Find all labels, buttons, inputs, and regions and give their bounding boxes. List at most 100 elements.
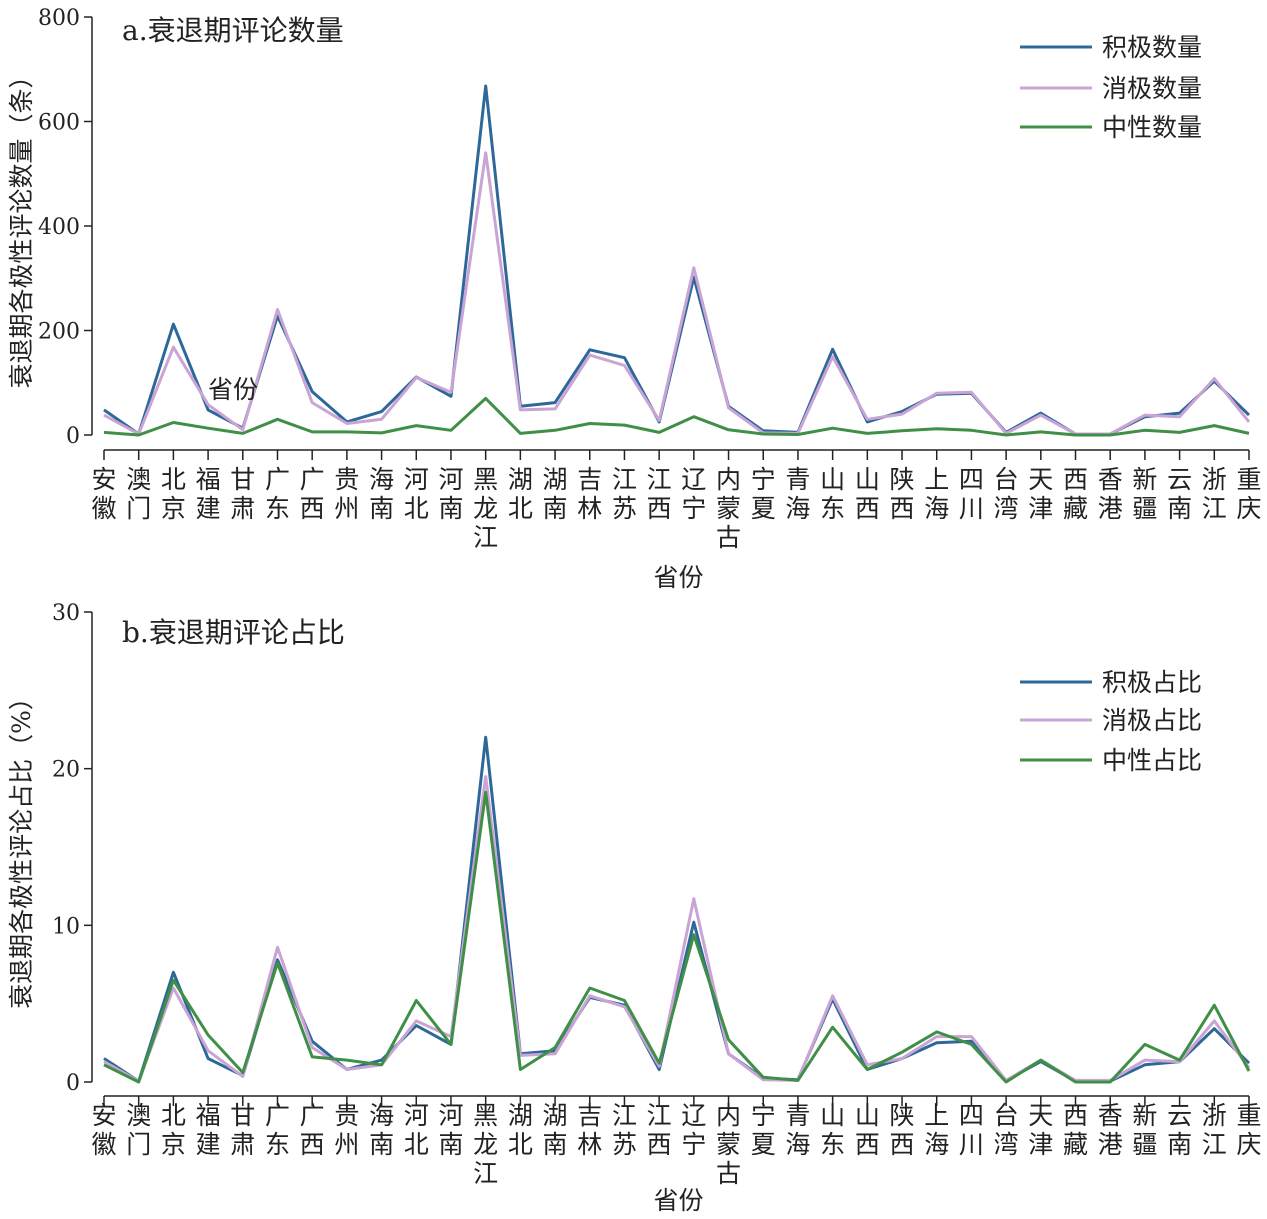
y-tick-label: 800 xyxy=(38,6,80,31)
y-tick-label: 200 xyxy=(38,320,80,345)
x-tick-label: 湖南 xyxy=(543,1101,568,1159)
x-tick-label: 湖北 xyxy=(508,465,533,523)
series-line-2 xyxy=(103,151,1251,436)
x-tick-label: 甘肃 xyxy=(230,465,255,523)
y-tick-label: 0 xyxy=(66,1071,80,1096)
stray-axis-label: 省份 xyxy=(208,375,258,404)
x-tick-label: 河南 xyxy=(438,1101,463,1159)
series-line-1 xyxy=(103,84,1251,436)
x-tick-label: 吉林 xyxy=(577,1101,602,1159)
x-tick-label: 福建 xyxy=(196,1101,221,1159)
x-tick-label: 江苏 xyxy=(612,1101,637,1159)
x-tick-label: 广东 xyxy=(265,465,290,523)
x-tick-label: 天津 xyxy=(1028,1101,1053,1159)
x-tick-label: 澳门 xyxy=(126,1101,151,1159)
x-tick-label: 新疆 xyxy=(1132,465,1157,523)
x-tick-label: 江西 xyxy=(647,465,672,523)
x-tick-label: 广东 xyxy=(265,1101,290,1159)
x-tick-label: 黑龙江 xyxy=(473,1101,498,1188)
series-line-2 xyxy=(103,775,1251,1083)
x-tick-label: 陕西 xyxy=(890,1101,915,1159)
chart-a: 0 200 400 600 800 安徽澳门北京福建甘肃广东广西贵州海南河北河南黑龙江湖北… xyxy=(7,6,1262,592)
legend-label: 积极数量 xyxy=(1102,33,1202,62)
x-tick-label: 天津 xyxy=(1028,465,1053,523)
x-tick-label: 浙江 xyxy=(1202,1101,1227,1159)
x-tick-label: 西藏 xyxy=(1063,1101,1088,1159)
x-tick-label: 青海 xyxy=(785,1101,810,1159)
y-tick-label: 400 xyxy=(38,215,80,240)
x-tick-label: 四川 xyxy=(959,1101,984,1159)
x-tick-label: 澳门 xyxy=(126,465,151,523)
x-tick-label: 台湾 xyxy=(994,1101,1019,1159)
series-line-3 xyxy=(103,790,1251,1084)
legend-label: 中性占比 xyxy=(1102,746,1202,775)
x-tick-label: 云南 xyxy=(1167,465,1192,523)
x-tick-label: 上海 xyxy=(924,465,949,523)
x-tick-label: 宁夏 xyxy=(751,1101,776,1159)
x-tick-label: 湖南 xyxy=(543,465,568,523)
y-axis-title: 衰退期各极性评论占比（%） xyxy=(7,685,36,1009)
x-tick-label: 山东 xyxy=(820,1101,845,1159)
x-tick-label: 香港 xyxy=(1098,1101,1123,1159)
y-axis-title: 衰退期各极性评论数量（条） xyxy=(7,63,36,388)
x-tick-label: 甘肃 xyxy=(230,1101,255,1159)
x-tick-label: 吉林 xyxy=(577,465,602,523)
legend-label: 消极数量 xyxy=(1102,74,1202,103)
x-tick-label: 内蒙古 xyxy=(716,465,741,552)
x-tick-label: 广西 xyxy=(300,1101,325,1159)
x-tick-label: 陕西 xyxy=(890,465,915,523)
x-tick-label: 安徽 xyxy=(91,1101,116,1159)
y-tick-label: 30 xyxy=(52,601,80,626)
y-tick-label: 0 xyxy=(66,424,80,449)
x-tick-label: 北京 xyxy=(161,465,186,523)
x-tick-label: 河北 xyxy=(404,465,429,523)
x-tick-label: 浙江 xyxy=(1202,465,1227,523)
chart-b: 0 10 20 30 安徽澳门北京福建甘肃广东广西贵州海南河北河南黑龙江湖北湖南吉林江苏… xyxy=(7,601,1262,1215)
y-tick-label: 20 xyxy=(52,758,80,783)
series-line-1 xyxy=(103,735,1251,1083)
chart-title: a.衰退期评论数量 xyxy=(122,14,344,47)
x-tick-label: 山西 xyxy=(855,1101,880,1159)
x-axis-title: 省份 xyxy=(653,1186,703,1215)
x-tick-label: 内蒙古 xyxy=(716,1101,741,1188)
x-tick-label: 辽宁 xyxy=(681,1101,706,1159)
x-tick-label: 重庆 xyxy=(1236,465,1261,523)
x-tick-label: 北京 xyxy=(161,1101,186,1159)
y-tick-label: 600 xyxy=(38,111,80,136)
x-tick-label: 海南 xyxy=(369,465,394,523)
x-tick-label: 云南 xyxy=(1167,1101,1192,1159)
x-tick-label: 山东 xyxy=(820,465,845,523)
x-tick-label: 新疆 xyxy=(1132,1101,1157,1159)
x-tick-label: 上海 xyxy=(924,1101,949,1159)
x-tick-label: 贵州 xyxy=(334,1101,359,1159)
x-tick-label: 香港 xyxy=(1098,465,1123,523)
x-tick-label: 河南 xyxy=(438,465,463,523)
x-tick-label: 宁夏 xyxy=(751,465,776,523)
x-tick-label: 山西 xyxy=(855,465,880,523)
legend-label: 消极占比 xyxy=(1102,706,1202,735)
x-tick-label: 辽宁 xyxy=(681,465,706,523)
series-line-3 xyxy=(103,396,1250,437)
x-tick-label: 河北 xyxy=(404,1101,429,1159)
y-tick-label: 10 xyxy=(52,914,80,939)
x-axis-title: 省份 xyxy=(653,563,703,592)
legend-label: 中性数量 xyxy=(1102,113,1202,142)
x-tick-label: 海南 xyxy=(369,1101,394,1159)
x-tick-label: 贵州 xyxy=(334,465,359,523)
x-tick-label: 湖北 xyxy=(508,1101,533,1159)
x-tick-label: 江苏 xyxy=(612,465,637,523)
x-tick-label: 青海 xyxy=(785,465,810,523)
x-tick-label: 安徽 xyxy=(91,465,116,523)
x-tick-label: 重庆 xyxy=(1236,1101,1261,1159)
x-tick-label: 四川 xyxy=(959,465,984,523)
x-tick-label: 江西 xyxy=(647,1101,672,1159)
x-tick-label: 台湾 xyxy=(994,465,1019,523)
chart-title: b.衰退期评论占比 xyxy=(122,616,345,649)
x-tick-label: 广西 xyxy=(300,465,325,523)
x-tick-label: 西藏 xyxy=(1063,465,1088,523)
legend-label: 积极占比 xyxy=(1102,668,1202,697)
x-tick-label: 黑龙江 xyxy=(473,465,498,552)
